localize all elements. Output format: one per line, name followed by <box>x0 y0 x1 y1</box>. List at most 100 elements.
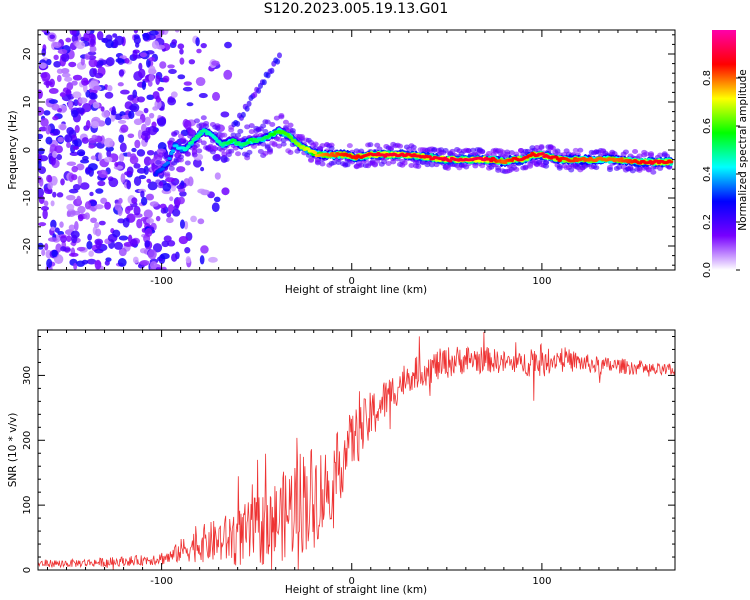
snr-frame <box>37 329 676 571</box>
spectrogram-marks <box>38 30 674 270</box>
spectrogram-noise-blob <box>133 118 143 126</box>
spectrogram-halo-blob <box>387 145 394 151</box>
spectrogram-halo-blob <box>235 132 242 138</box>
spectrogram-halo-blob <box>495 167 502 173</box>
spectrogram-noise-blob <box>52 191 57 198</box>
spectrogram-noise-blob <box>157 117 167 127</box>
spectrogram-noise-blob <box>143 209 153 219</box>
spectrogram-noise-blob <box>131 147 137 153</box>
spectrogram-noise-blob <box>90 155 97 160</box>
spectrogram-halo-blob <box>173 130 180 136</box>
spectrogram-noise-blob <box>141 130 151 137</box>
x-tick-label: 0 <box>349 576 355 587</box>
snr-axes: -100 0 100 0 100 200 300 <box>22 330 676 587</box>
spectrogram-noise-blob <box>89 33 95 40</box>
spectrogram-halo-blob <box>164 171 171 177</box>
spectrogram-noise-blob <box>170 185 177 192</box>
spectrogram-ridge-cell <box>160 167 165 171</box>
y-tick-label: -20 <box>22 238 33 254</box>
spectrogram-noise-blob <box>60 246 67 252</box>
spectrogram-noise-blob <box>195 76 206 87</box>
spectrogram-noise-blob <box>68 61 77 68</box>
spectrogram-halo-blob <box>374 142 381 148</box>
spectrogram-halo-blob <box>616 164 623 170</box>
spectrogram-noise-blob <box>100 106 105 112</box>
spectrogram-noise-blob <box>105 57 115 67</box>
spectrogram-ridge-cell <box>203 129 208 133</box>
spectrogram-halo-blob <box>168 166 175 172</box>
spectrogram-halo-blob <box>645 167 652 173</box>
spectrogram-noise-blob <box>163 235 172 243</box>
spectrogram-noise-blob <box>94 204 104 210</box>
spectrogram-ridge-cell <box>427 155 432 159</box>
colorbar-tick-label: 0.8 <box>702 70 713 86</box>
y-tick-label: 100 <box>22 496 33 515</box>
spectrogram-noise-blob <box>124 206 131 215</box>
spectrogram-noise-blob <box>54 227 60 233</box>
spectrogram-noise-blob <box>112 39 119 49</box>
spectrogram-branch-blob <box>246 100 252 107</box>
spectrogram-noise-blob <box>64 76 73 82</box>
spectrogram-noise-blob <box>38 106 45 116</box>
spectrogram-noise-blob <box>78 97 88 104</box>
spectrogram-y-axis-label: Frequency (Hz) <box>7 110 19 189</box>
spectrogram-noise-blob <box>101 110 110 118</box>
spectrogram-halo-blob <box>543 163 550 169</box>
spectrogram-noise-blob <box>130 238 138 248</box>
spectrogram-noise-blob <box>140 196 148 206</box>
spectrogram-halo-blob <box>648 151 655 157</box>
spectrogram-noise-blob <box>81 259 89 265</box>
spectrogram-noise-blob <box>64 134 73 143</box>
spectrogram-ridge-cell <box>333 154 338 158</box>
spectrogram-noise-blob <box>71 109 79 118</box>
figure-title: S120.2023.005.19.13.G01 <box>263 1 449 17</box>
spectrogram-noise-blob <box>118 134 125 143</box>
spectrogram-ridge-cell <box>174 144 179 148</box>
spectrogram-noise-blob <box>118 247 127 257</box>
spectrogram-halo-blob <box>262 150 269 156</box>
spectrogram-noise-blob <box>73 262 78 270</box>
spectrogram-halo-blob <box>636 153 643 159</box>
spectrogram-noise-blob <box>41 47 47 57</box>
spectrogram-noise-blob <box>223 69 233 80</box>
spectrogram-noise-blob <box>43 200 49 207</box>
spectrogram-noise-blob <box>51 249 58 258</box>
spectrogram-noise-blob <box>179 191 187 197</box>
spectrogram-noise-blob <box>102 37 109 44</box>
spectrogram-noise-blob <box>59 92 66 98</box>
snr-y-axis-label: SNR (10 * v/v) <box>7 413 19 488</box>
spectrogram-ridge-cell <box>165 161 171 165</box>
spectrogram-ridge-cell <box>198 132 203 136</box>
spectrogram-noise-blob <box>100 197 108 204</box>
spectrogram-noise-blob <box>129 103 140 113</box>
spectrogram-noise-blob <box>88 250 94 257</box>
spectrogram-noise-blob <box>139 260 150 266</box>
y-tick-label: 200 <box>22 431 33 450</box>
spectrogram-noise-blob <box>84 53 90 61</box>
x-tick-label: 100 <box>532 276 551 287</box>
spectrogram-halo-blob <box>397 143 404 149</box>
spectrogram-halo-blob <box>657 152 664 158</box>
spectrogram-noise-blob <box>72 139 79 145</box>
spectrogram-noise-blob <box>143 156 152 166</box>
spectrogram-noise-blob <box>211 202 220 213</box>
spectrogram-halo-blob <box>177 154 184 160</box>
x-tick-label: -100 <box>150 276 173 287</box>
spectrogram-halo-blob <box>260 123 267 129</box>
spectrogram-noise-blob <box>74 125 80 134</box>
spectrogram-noise-blob <box>179 219 185 229</box>
spectrogram-halo-blob <box>280 137 287 143</box>
spectrogram-noise-blob <box>133 30 139 34</box>
spectrogram-noise-blob <box>77 205 86 214</box>
spectrogram-halo-blob <box>499 149 506 155</box>
spectrogram-noise-blob <box>56 192 64 198</box>
spectrogram-halo-blob <box>344 162 351 168</box>
spectrogram-halo-blob <box>408 162 415 168</box>
spectrogram-noise-blob <box>38 89 43 99</box>
spectrogram-halo-blob <box>223 157 230 163</box>
spectrogram-branch-blob <box>240 111 246 118</box>
spectrogram-ridge-cell <box>217 140 222 144</box>
spectrogram-noise-blob <box>117 119 127 124</box>
colorbar-tick-label: 0.0 <box>702 262 713 278</box>
spectrogram-noise-blob <box>40 206 50 211</box>
